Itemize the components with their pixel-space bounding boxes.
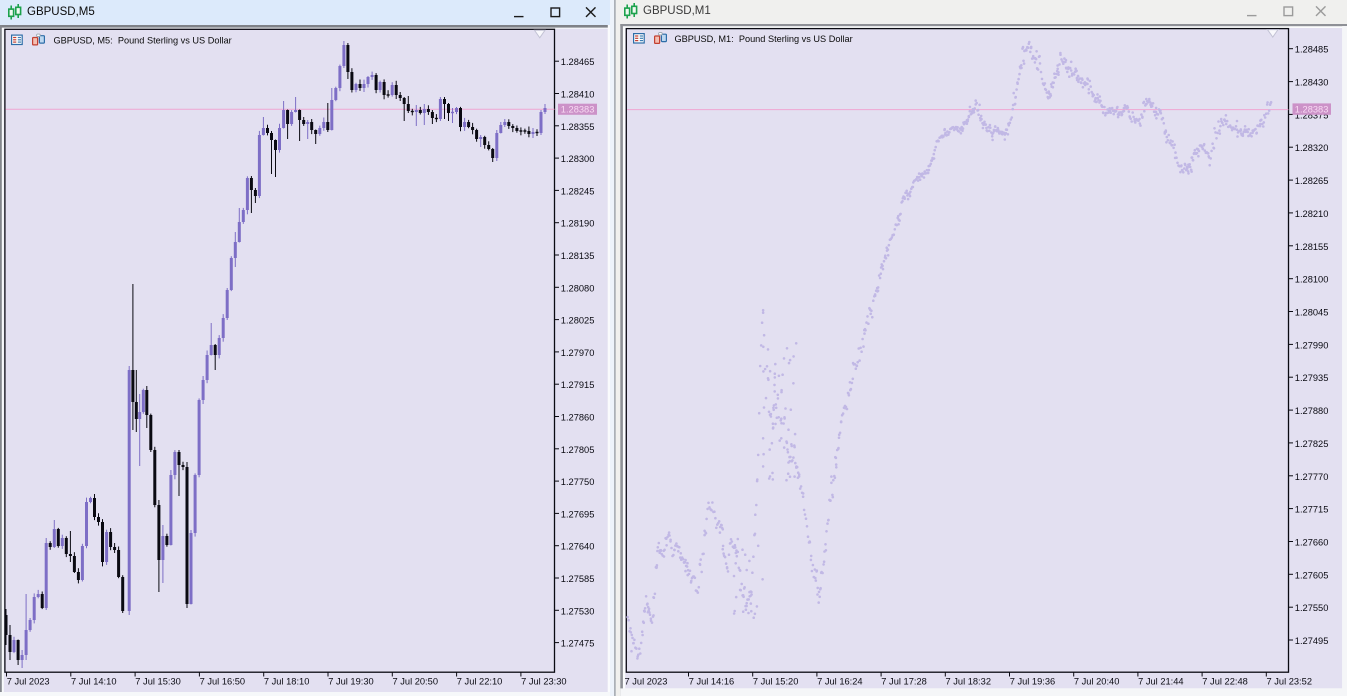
svg-text:1.27880: 1.27880 xyxy=(1295,406,1329,416)
svg-text:1.27970: 1.27970 xyxy=(561,348,595,358)
svg-text:1.28300: 1.28300 xyxy=(561,154,595,164)
svg-text:1.27660: 1.27660 xyxy=(1295,538,1329,548)
svg-text:1.27550: 1.27550 xyxy=(1295,603,1329,613)
svg-text:1.27915: 1.27915 xyxy=(561,380,595,390)
svg-text:7 Jul 22:10: 7 Jul 22:10 xyxy=(457,677,503,687)
svg-text:7 Jul 20:50: 7 Jul 20:50 xyxy=(393,677,439,687)
svg-text:1.28100: 1.28100 xyxy=(1295,275,1329,285)
svg-text:1.28025: 1.28025 xyxy=(561,316,595,326)
svg-text:GBPUSD,M5: GBPUSD,M5 xyxy=(27,6,95,18)
svg-text:7 Jul 14:10: 7 Jul 14:10 xyxy=(71,677,117,687)
svg-text:1.27585: 1.27585 xyxy=(561,574,595,584)
svg-text:7 Jul 18:32: 7 Jul 18:32 xyxy=(946,677,992,687)
svg-text:1.28135: 1.28135 xyxy=(561,251,595,261)
svg-text:1.27770: 1.27770 xyxy=(1295,472,1329,482)
svg-text:7 Jul 20:40: 7 Jul 20:40 xyxy=(1074,677,1120,687)
svg-text:1.27495: 1.27495 xyxy=(1295,636,1329,646)
svg-text:1.28430: 1.28430 xyxy=(1295,78,1329,88)
svg-text:1.27715: 1.27715 xyxy=(1295,505,1329,515)
svg-text:7 Jul 23:30: 7 Jul 23:30 xyxy=(521,677,567,687)
svg-text:7 Jul 19:36: 7 Jul 19:36 xyxy=(1010,677,1055,687)
svg-text:1.28485: 1.28485 xyxy=(1295,45,1329,55)
svg-text:1.28375: 1.28375 xyxy=(1295,110,1329,120)
svg-text:1.27750: 1.27750 xyxy=(561,477,595,487)
svg-text:1.27640: 1.27640 xyxy=(561,542,595,552)
svg-text:7 Jul 18:10: 7 Jul 18:10 xyxy=(264,677,310,687)
svg-text:1.27695: 1.27695 xyxy=(561,509,595,519)
svg-text:7 Jul 19:30: 7 Jul 19:30 xyxy=(328,677,374,687)
svg-text:1.28245: 1.28245 xyxy=(561,186,595,196)
svg-text:7 Jul 16:50: 7 Jul 16:50 xyxy=(200,677,246,687)
svg-text:1.27475: 1.27475 xyxy=(561,639,595,649)
svg-text:1.28383: 1.28383 xyxy=(1295,104,1329,114)
svg-text:1.28155: 1.28155 xyxy=(1295,242,1329,252)
svg-text:7 Jul 22:48: 7 Jul 22:48 xyxy=(1202,677,1248,687)
svg-text:1.28190: 1.28190 xyxy=(561,219,595,229)
svg-text:GBPUSD,M1: GBPUSD,M1 xyxy=(643,5,711,17)
svg-text:1.27860: 1.27860 xyxy=(561,413,595,423)
svg-text:7 Jul 14:16: 7 Jul 14:16 xyxy=(689,677,735,687)
svg-text:GBPUSD, M5: Pound Sterling vs: GBPUSD, M5: Pound Sterling vs US Dollar xyxy=(54,36,232,46)
svg-text:GBPUSD, M1: Pound Sterling vs: GBPUSD, M1: Pound Sterling vs US Dollar xyxy=(675,34,853,44)
svg-text:7 Jul 23:52: 7 Jul 23:52 xyxy=(1267,677,1313,687)
svg-text:7 Jul 21:44: 7 Jul 21:44 xyxy=(1138,677,1184,687)
svg-text:7 Jul 17:28: 7 Jul 17:28 xyxy=(881,677,927,687)
svg-text:1.27935: 1.27935 xyxy=(1295,373,1329,383)
svg-text:1.27605: 1.27605 xyxy=(1295,570,1329,580)
svg-text:7 Jul 2023: 7 Jul 2023 xyxy=(625,677,668,687)
svg-text:1.28355: 1.28355 xyxy=(561,122,595,132)
svg-text:1.27825: 1.27825 xyxy=(1295,439,1329,449)
svg-text:1.28320: 1.28320 xyxy=(1295,143,1329,153)
svg-text:1.28210: 1.28210 xyxy=(1295,209,1329,219)
svg-text:1.28265: 1.28265 xyxy=(1295,176,1329,186)
svg-text:1.28410: 1.28410 xyxy=(561,90,595,100)
svg-text:1.28045: 1.28045 xyxy=(1295,308,1329,318)
svg-text:7 Jul 16:24: 7 Jul 16:24 xyxy=(817,677,863,687)
svg-text:1.28383: 1.28383 xyxy=(561,104,595,114)
svg-text:7 Jul 15:20: 7 Jul 15:20 xyxy=(753,677,799,687)
svg-text:7 Jul 15:30: 7 Jul 15:30 xyxy=(135,677,181,687)
svg-text:7 Jul 2023: 7 Jul 2023 xyxy=(7,677,50,687)
svg-text:1.28465: 1.28465 xyxy=(561,57,595,67)
svg-text:1.27805: 1.27805 xyxy=(561,445,595,455)
svg-text:1.27530: 1.27530 xyxy=(561,606,595,616)
svg-text:1.27990: 1.27990 xyxy=(1295,340,1329,350)
svg-text:1.28080: 1.28080 xyxy=(561,283,595,293)
